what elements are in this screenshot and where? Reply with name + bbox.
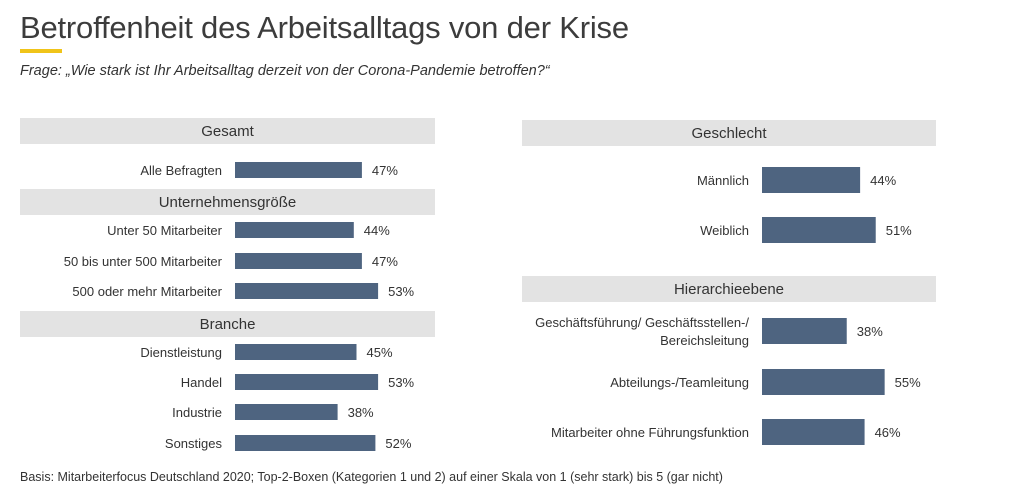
question-subtitle: Frage: „Wie stark ist Ihr Arbeitsalltag … [20,63,550,79]
title-accent-underline [20,49,62,53]
bar [762,217,876,243]
category-label: Industrie [172,405,222,420]
data-label: 46% [875,425,901,440]
data-label: 38% [857,324,883,339]
group-header-bg [20,118,435,144]
category-label: Sonstiges [165,436,223,451]
bar [762,369,885,395]
bar [235,374,379,390]
category-label: Unter 50 Mitarbeiter [107,223,223,238]
bar [235,404,338,420]
page-title: Betroffenheit des Arbeitsalltags von der… [20,10,629,45]
bar [235,344,357,360]
category-label: 50 bis unter 500 Mitarbeiter [64,254,223,269]
data-label: 47% [372,163,398,178]
bar [235,435,376,451]
data-label: 53% [388,375,414,390]
category-label: Mitarbeiter ohne Führungsfunktion [551,425,749,440]
data-label: 44% [364,223,390,238]
group-header-bg [20,311,435,337]
bar [235,162,362,178]
footnote-basis: Basis: Mitarbeiterfocus Deutschland 2020… [20,470,723,484]
category-label: 500 oder mehr Mitarbeiter [72,284,222,299]
category-label: Männlich [697,173,749,188]
group-header-label: Geschlecht [691,125,767,142]
category-label: Handel [181,375,222,390]
bar [235,253,362,269]
category-label: Abteilungs-/Teamleitung [610,375,749,390]
category-label: Weiblich [700,223,749,238]
data-label: 45% [367,345,393,360]
data-label: 47% [372,254,398,269]
bar [235,222,354,238]
category-label: Dienstleistung [140,345,222,360]
data-label: 44% [870,173,896,188]
category-label-line: Bereichsleitung [660,333,749,348]
data-label: 55% [895,375,921,390]
category-label-line: Geschäftsführung/ Geschäftsstellen-/ [535,315,749,330]
group-header-bg [522,276,936,302]
data-label: 38% [348,405,374,420]
category-label: Alle Befragten [140,163,222,178]
bar [235,283,379,299]
group-header-label: Unternehmensgröße [159,194,297,211]
group-header-bg [522,120,936,146]
group-header-label: Gesamt [201,123,254,140]
bar [762,419,865,445]
data-label: 53% [388,284,414,299]
data-label: 52% [385,436,411,451]
category-label: Geschäftsführung/ Geschäftsstellen-/ Bere… [535,315,749,348]
bar [762,167,861,193]
bar [762,318,847,344]
group-header-label: Branche [200,316,256,333]
group-header-bg [20,189,435,215]
group-header-label: Hierarchieebene [674,281,784,298]
data-label: 51% [886,223,912,238]
